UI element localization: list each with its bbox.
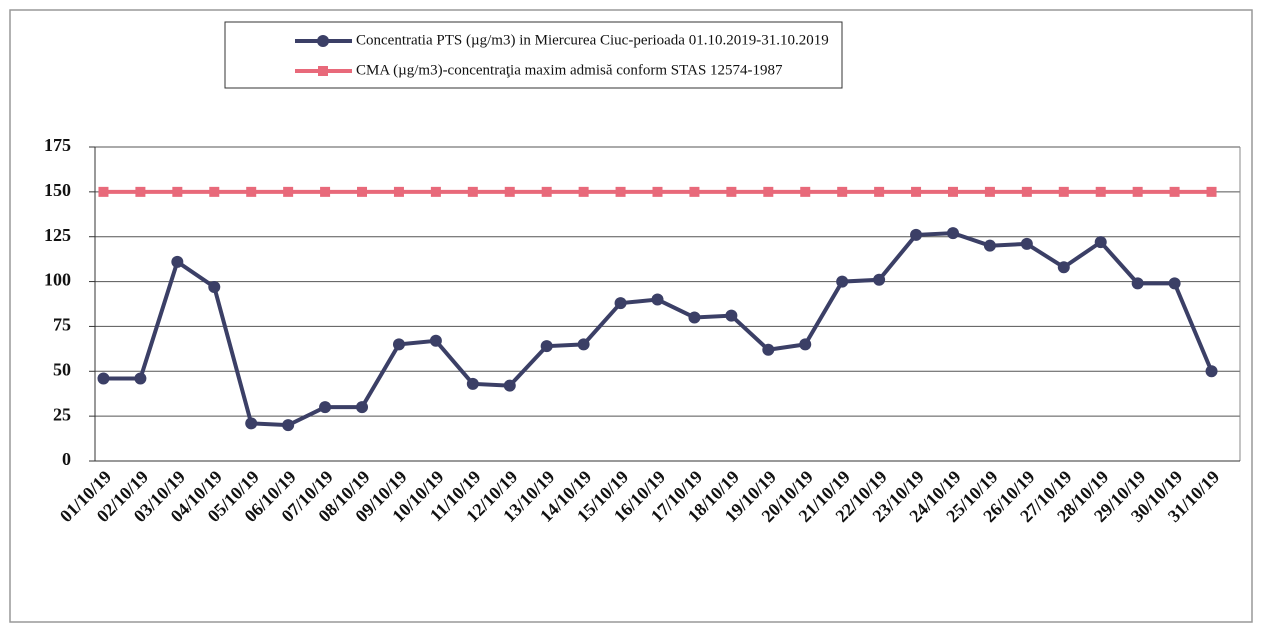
marker (541, 186, 552, 197)
marker (725, 309, 738, 322)
legend-marker (317, 35, 329, 47)
marker (984, 186, 995, 197)
y-tick-label: 150 (44, 180, 71, 200)
legend-marker (318, 66, 328, 76)
marker (578, 186, 589, 197)
marker (392, 338, 405, 351)
marker (1206, 186, 1217, 197)
marker (874, 186, 885, 197)
marker (837, 186, 848, 197)
marker (983, 239, 996, 252)
chart-frame (9, 9, 1253, 623)
marker (357, 186, 368, 197)
y-tick-label: 0 (62, 449, 71, 469)
marker (726, 186, 737, 197)
marker (800, 186, 811, 197)
marker (1131, 277, 1144, 290)
marker (283, 186, 294, 197)
marker (1168, 277, 1181, 290)
marker (246, 186, 257, 197)
legend-label: Concentratia PTS (µg/m3) in Miercurea Ci… (356, 32, 829, 48)
marker (836, 275, 849, 288)
y-tick-label: 100 (44, 270, 71, 290)
marker (1058, 186, 1069, 197)
marker (504, 186, 515, 197)
marker (1020, 237, 1033, 250)
marker (911, 186, 922, 197)
marker (98, 186, 109, 197)
marker (689, 186, 700, 197)
marker (208, 280, 221, 293)
marker (947, 186, 958, 197)
marker (1021, 186, 1032, 197)
marker (430, 186, 441, 197)
marker (503, 379, 516, 392)
marker (467, 186, 478, 197)
marker (1205, 365, 1218, 378)
marker (466, 377, 479, 390)
marker (135, 186, 146, 197)
marker (282, 419, 295, 432)
marker (245, 417, 258, 430)
marker (1132, 186, 1143, 197)
marker (762, 343, 775, 356)
marker (356, 401, 369, 414)
marker (209, 186, 220, 197)
marker (688, 311, 701, 324)
marker (946, 227, 959, 240)
y-tick-label: 75 (53, 315, 71, 335)
marker (171, 255, 184, 268)
marker (873, 273, 886, 286)
marker (651, 293, 664, 306)
marker (763, 186, 774, 197)
marker (614, 297, 627, 310)
legend-box (224, 21, 843, 89)
marker (1094, 236, 1107, 249)
legend-label: CMA (µg/m3)-concentraţia maxim admisă co… (356, 62, 783, 78)
marker (1057, 261, 1070, 274)
marker (97, 372, 110, 385)
marker (319, 401, 332, 414)
legend: Concentratia PTS (µg/m3) in Miercurea Ci… (295, 32, 829, 78)
marker (172, 186, 183, 197)
marker (1169, 186, 1180, 197)
marker (577, 338, 590, 351)
marker (615, 186, 626, 197)
marker (134, 372, 147, 385)
y-tick-label: 175 (44, 135, 71, 155)
marker (540, 340, 553, 353)
marker (799, 338, 812, 351)
marker (429, 334, 442, 347)
y-tick-label: 50 (53, 359, 71, 379)
y-tick-label: 25 (53, 404, 71, 424)
marker (393, 186, 404, 197)
marker (910, 228, 923, 241)
marker (652, 186, 663, 197)
y-tick-label: 125 (44, 225, 71, 245)
marker (320, 186, 331, 197)
marker (1095, 186, 1106, 197)
